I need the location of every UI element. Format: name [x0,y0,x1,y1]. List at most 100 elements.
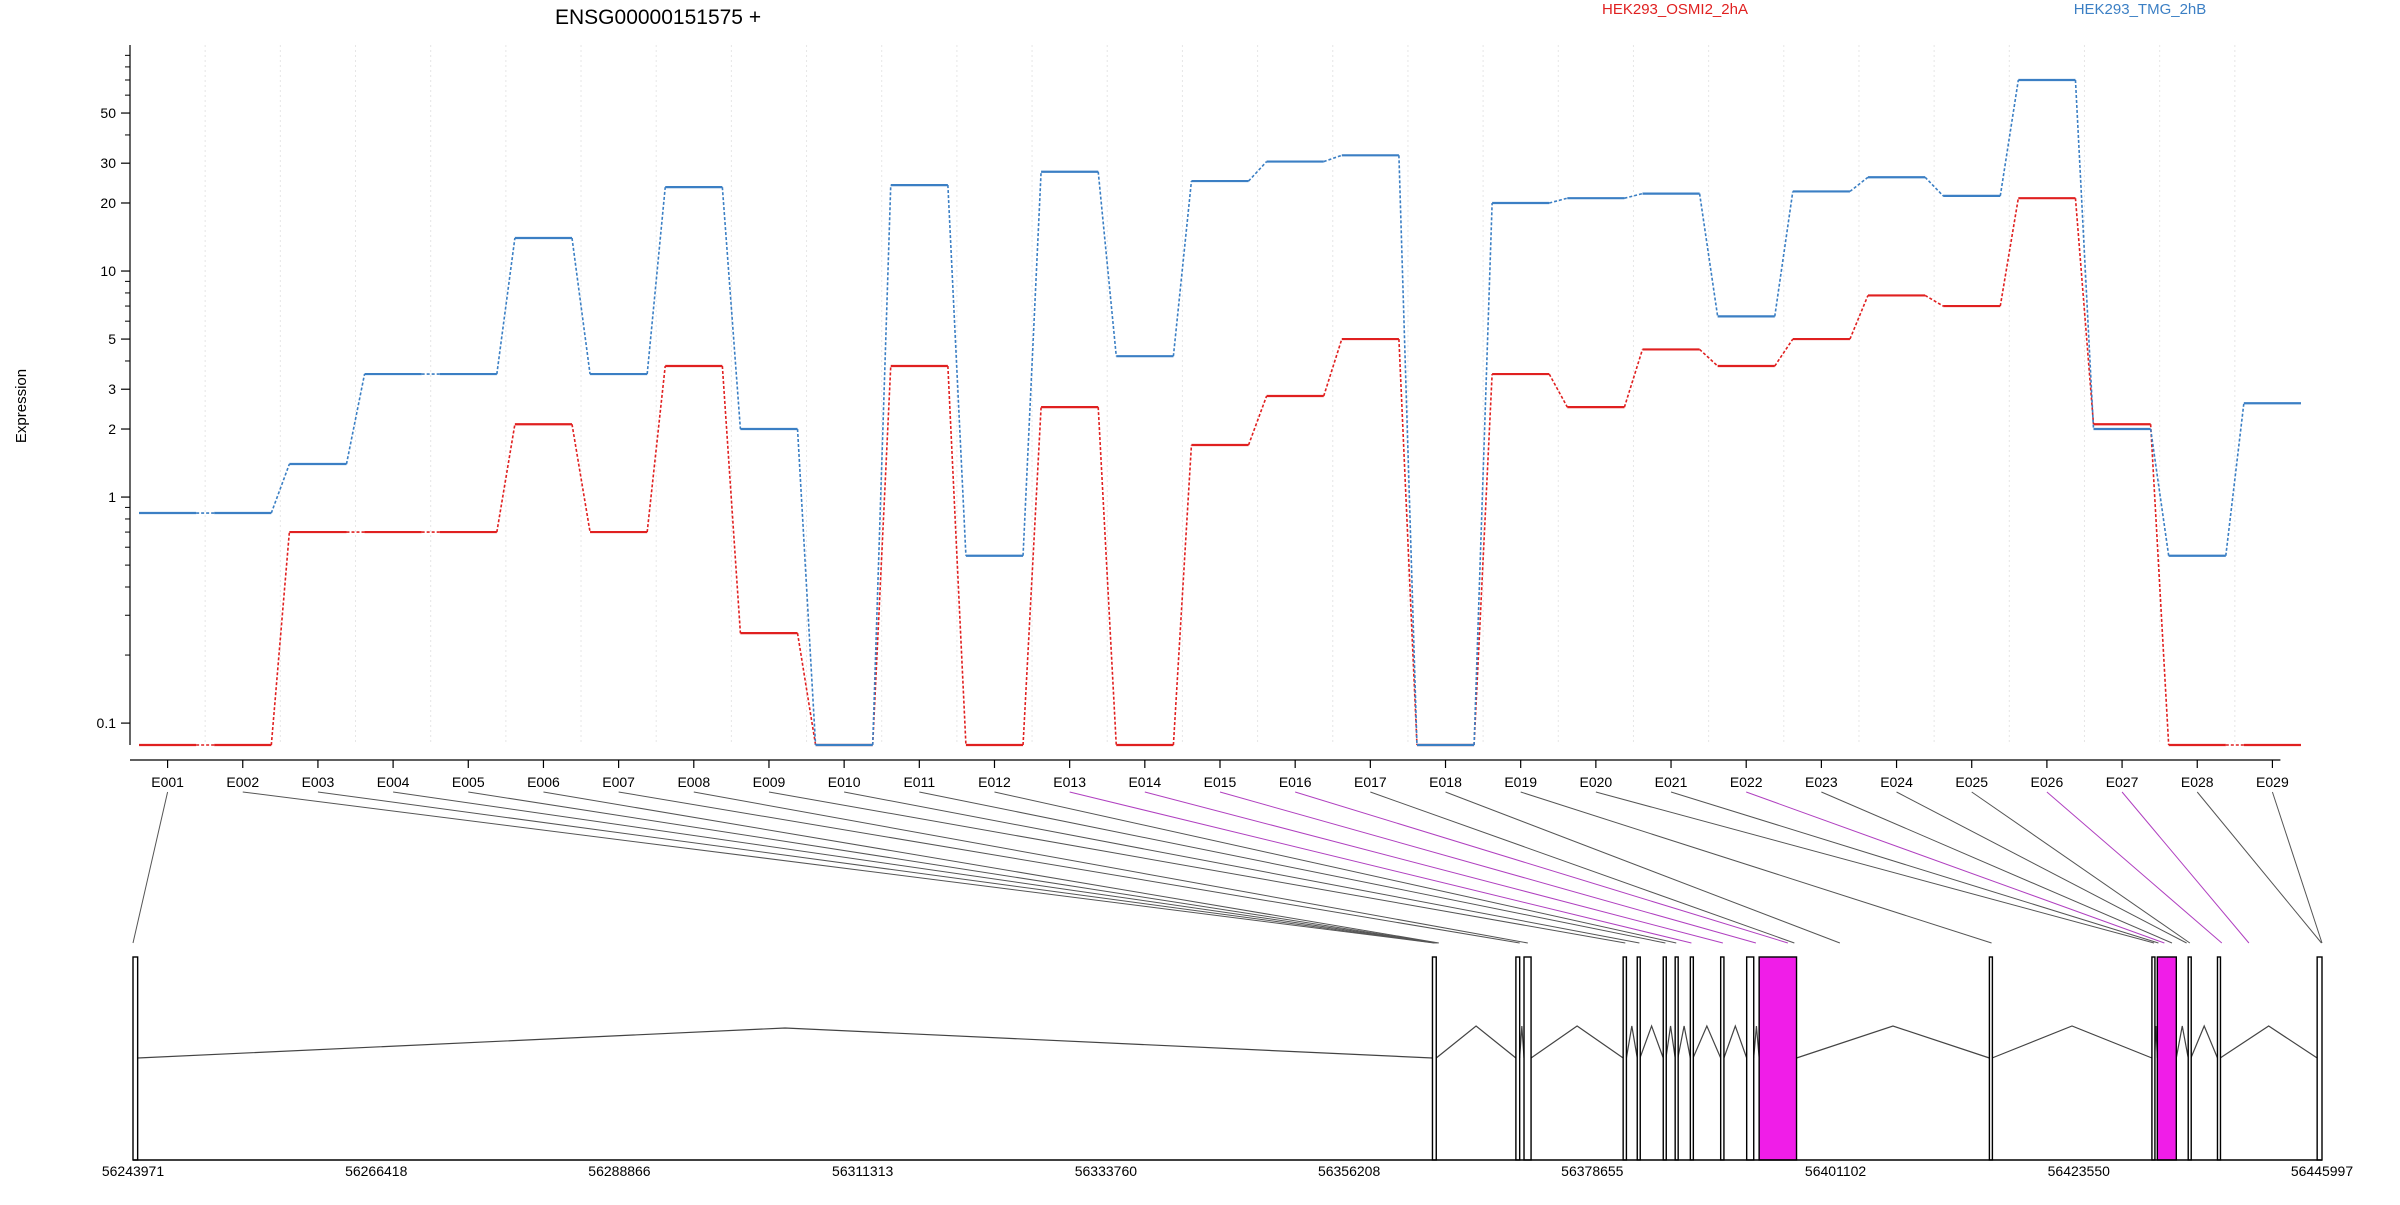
exon-connector [1144,791,1723,944]
exon-connector [468,791,1438,944]
exon-tick-label: E004 [377,774,410,790]
exon-connectors [132,791,2323,944]
exon-connector [132,791,169,944]
exon-connector [543,791,1439,944]
exon-tick-label: E027 [2106,774,2139,790]
exon-box [1523,956,1532,1161]
y-tick-label: 10 [100,263,116,279]
exon-tick-label: E022 [1730,774,1763,790]
exon-connector [2121,791,2250,944]
exon-box [2151,956,2156,1161]
exon-connector [1746,791,2165,944]
exon-box [2216,956,2222,1161]
exon-box [1431,956,1437,1161]
legend-entry-osmi2: HEK293_OSMI2_2hA [1602,1,1748,18]
exon-connector [1445,791,1841,944]
series-segment [1398,155,1418,746]
series-segment [1999,198,2020,307]
series-segment [1097,171,1118,357]
series-segment [1172,444,1193,746]
series-segment [2074,79,2095,430]
chart-title: ENSG00000151575 + [555,6,761,29]
exon-tick-label: E006 [527,774,560,790]
exon-box [1758,956,1798,1161]
series-segment [2149,428,2170,556]
intron [1665,1025,1676,1059]
exon-tick-label: E003 [302,774,335,790]
series-segment [1924,176,1944,197]
series-segment [1548,373,1568,408]
intron [2190,1024,2219,1059]
series-segment [496,237,516,375]
series-segment [1022,171,1042,556]
exon-connector [2046,791,2223,944]
exon-tick-label: E018 [1429,774,1462,790]
y-tick-label: 3 [108,381,116,397]
exon-tick-label: E016 [1279,774,1312,790]
intron [1625,1025,1638,1059]
exon-connector [768,791,1626,944]
exon-connector [317,791,1436,944]
series-segment [646,365,667,533]
series-segment [947,365,967,746]
exon-connector [393,791,1437,944]
series-segment [1247,161,1268,182]
intron [1796,1025,1990,1059]
series-segment [1247,395,1268,446]
genomic-tick-label: 56311313 [832,1163,893,1179]
exon-connector [1670,791,2159,944]
y-tick-label: 30 [100,155,116,171]
series-segment [796,428,817,746]
series-segment [871,365,892,746]
intron [1530,1025,1624,1059]
intron [1435,1025,1517,1059]
series-segment [1022,407,1042,746]
y-tick-label: 20 [100,195,116,211]
exon-connector [1520,791,1992,944]
series-segment [270,532,291,746]
exon-connector [994,791,1677,944]
exon-tick-label: E019 [1504,774,1537,790]
series-segment [1473,374,1493,746]
exon-box [1689,956,1695,1161]
exon-connector [618,791,1520,944]
series-osmi2 [139,197,2301,747]
genomic-axis: 56243971 56266418 56288866 56311313 56333760… [102,1159,2354,1179]
intron [1639,1024,1664,1059]
series-segment [496,424,516,533]
intron [1677,1025,1691,1059]
exon-tick-label: E021 [1655,774,1688,790]
gene-model [132,956,2323,1161]
series-segment [1773,191,1794,317]
y-tick-label: 2 [108,421,116,437]
exon-connector [693,791,1528,944]
series-lines [139,78,2301,747]
exon-tick-label: E014 [1128,774,1161,790]
series-segment [345,373,366,465]
exon-box [1719,956,1725,1161]
exon-tick-label: E007 [602,774,635,790]
intron [1991,1025,2153,1059]
exon-tick-label: E005 [452,774,485,790]
exon-tick-label: E024 [1880,774,1913,790]
exon-connector [919,791,1666,944]
exon-connector [1595,791,2155,944]
exon-connector [1219,791,1757,944]
exon-connector [2271,791,2323,944]
exon-tick-label: E009 [753,774,786,790]
exon-tick-label: E012 [978,774,1011,790]
genomic-tick-label: 56445997 [2291,1163,2354,1179]
intron [2219,1025,2318,1059]
series-segment [1623,349,1644,408]
intron [1692,1024,1722,1059]
y-tick-label: 1 [108,489,116,505]
genomic-tick-label: 56266418 [345,1163,408,1179]
exon-tick-label: E015 [1204,774,1237,790]
genomic-tick-label: 56333760 [1075,1163,1138,1179]
exon-tick-label: E008 [677,774,710,790]
exon-tick-label: E010 [828,774,861,790]
series-segment [646,187,667,375]
series-segment [1323,154,1343,163]
series-segment [1172,181,1193,357]
